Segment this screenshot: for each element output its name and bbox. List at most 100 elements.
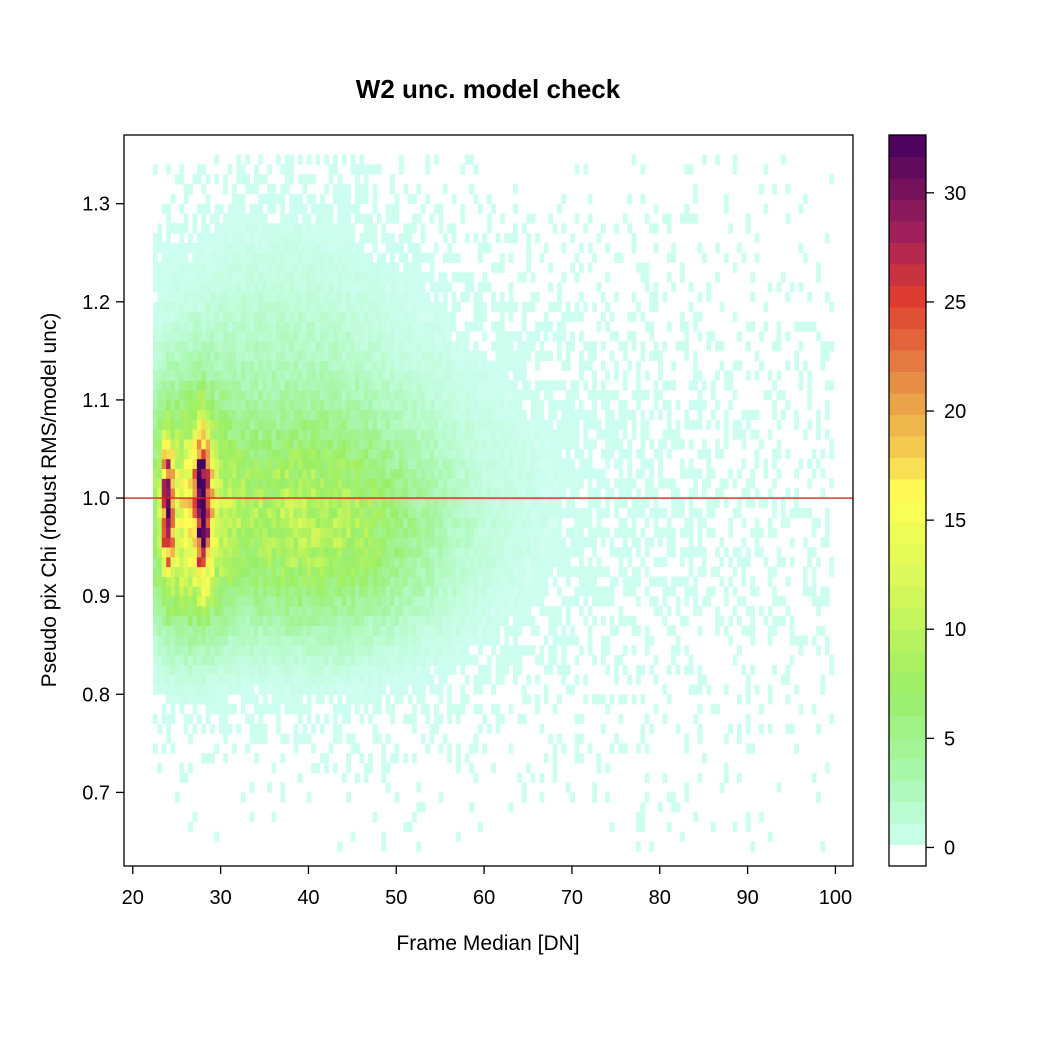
heatmap-cell [258,576,264,587]
heatmap-cell [210,429,215,440]
heatmap-cell [398,605,404,617]
heatmap-cell [333,350,338,362]
heatmap-cell [170,242,176,254]
heatmap-cell [447,242,453,254]
heatmap-cell [333,331,338,342]
heatmap-cell [293,684,299,695]
heatmap-cell [161,409,167,420]
heatmap-cell [267,625,272,636]
heatmap-cell [205,439,211,450]
heatmap-cell [390,527,395,538]
heatmap-cell [456,645,461,656]
heatmap-cell [227,586,233,597]
heatmap-cell [218,429,224,440]
heatmap-cell [434,684,439,695]
heatmap-cell [297,350,303,362]
heatmap-cell [284,694,290,705]
heatmap-cell [622,547,628,558]
heatmap-cell [297,655,303,666]
heatmap-cell [161,272,167,283]
heatmap-cell [368,664,373,676]
heatmap-cell [574,517,580,528]
heatmap-cell [201,537,207,548]
heatmap-cell [341,223,347,234]
heatmap-cell [311,517,316,528]
heatmap-cell [210,458,215,470]
heatmap-cell [205,174,211,185]
heatmap-cell [236,154,242,165]
heatmap-cell [262,704,268,715]
heatmap-cell [302,429,308,440]
heatmap-cell [280,674,286,685]
heatmap-cell [355,164,360,175]
heatmap-cell [289,488,294,499]
heatmap-cell [363,282,369,293]
heatmap-cell [355,556,360,568]
heatmap-cell [192,301,198,313]
heatmap-cell [420,419,426,430]
heatmap-cell [328,360,334,371]
heatmap-cell [447,350,453,362]
heatmap-cell [535,674,540,685]
heatmap-cell [350,488,356,499]
heatmap-cell [188,419,193,430]
heatmap-cell [267,596,272,607]
heatmap-cell [166,223,171,234]
heatmap-cell [196,655,202,666]
heatmap-cell [166,203,171,214]
heatmap-cell [223,291,229,303]
heatmap-cell [346,341,351,352]
heatmap-cell [376,488,382,499]
heatmap-cell [425,429,431,440]
heatmap-cell [486,282,492,293]
heatmap-cell [557,566,562,577]
heatmap-cell [552,527,558,538]
heatmap-cell [517,409,523,420]
heatmap-cell [499,360,505,371]
heatmap-cell [372,193,378,205]
heatmap-cell [473,527,479,538]
heatmap-cell [166,664,171,676]
heatmap-cell [355,439,360,450]
heatmap-cell [284,596,290,607]
heatmap-cell [271,341,277,352]
heatmap-cell [166,360,171,371]
heatmap-cell [390,596,395,607]
heatmap-cell [267,704,272,715]
heatmap-cell [385,458,391,470]
heatmap-cell [236,360,242,371]
heatmap-cell [174,468,180,479]
heatmap-cell [517,478,523,489]
heatmap-cell [157,674,163,685]
heatmap-cell [328,174,334,185]
heatmap-cell [280,213,286,224]
heatmap-cell [232,537,237,548]
heatmap-cell [592,399,597,411]
heatmap-cell [499,556,505,568]
heatmap-cell [376,213,382,224]
heatmap-cell [429,507,435,519]
heatmap-cell [451,321,457,332]
heatmap-cell [210,753,215,764]
heatmap-cell [614,547,619,558]
heatmap-cell [249,399,255,411]
heatmap-cell [530,409,536,420]
heatmap-cell [232,625,237,636]
heatmap-cell [486,498,492,509]
heatmap-cell [271,556,277,568]
heatmap-cell [420,380,426,391]
heatmap-cell [289,468,294,479]
heatmap-cell [420,615,426,626]
heatmap-cell [324,655,330,666]
heatmap-cell [289,291,294,303]
heatmap-cell [451,586,457,597]
heatmap-cell [188,498,193,509]
heatmap-cell [170,252,176,263]
heatmap-cell [412,390,417,401]
heatmap-cell [429,478,435,489]
heatmap-cell [530,625,536,636]
heatmap-cell [289,331,294,342]
heatmap-cell [192,478,198,489]
heatmap-cell [214,252,220,263]
heatmap-cell [346,448,351,460]
